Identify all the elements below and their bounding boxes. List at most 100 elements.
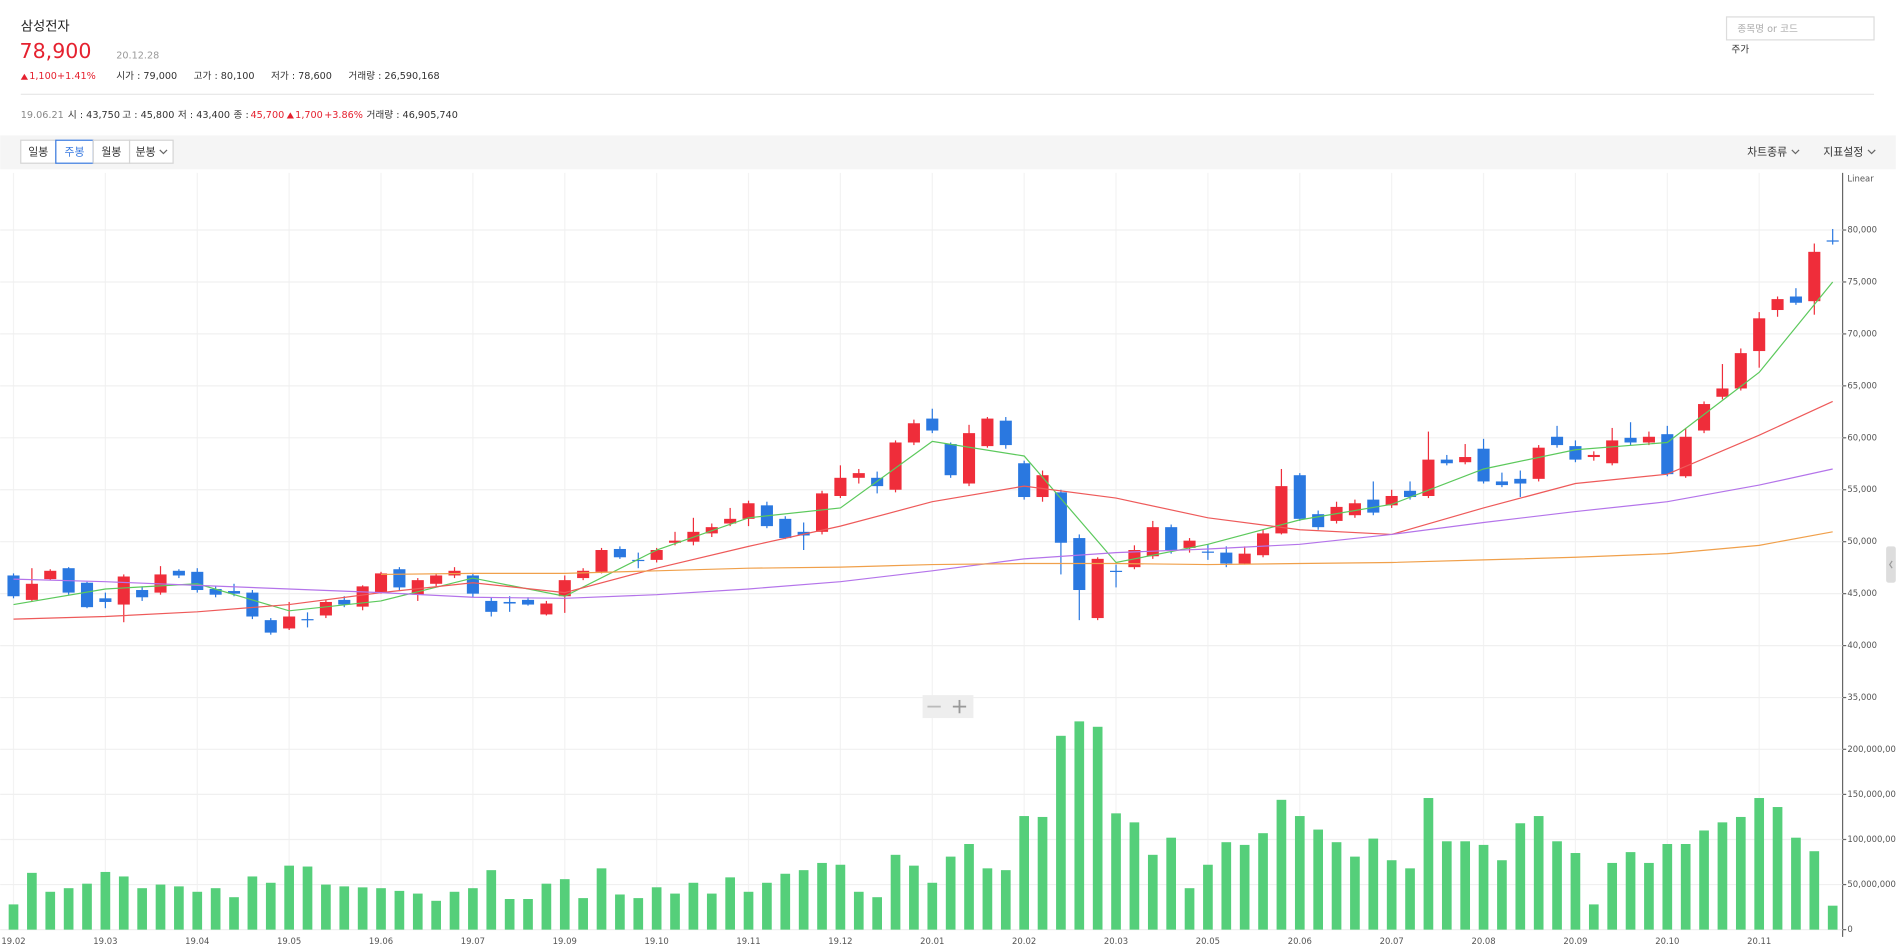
candle-body	[227, 591, 241, 594]
candle-body	[1275, 486, 1288, 534]
price-change: 1,100	[29, 71, 57, 82]
menu-label[interactable]: 지표설정	[1823, 145, 1863, 158]
candle-body	[246, 592, 259, 617]
volume-bar	[100, 871, 111, 930]
scale-label: Linear	[1847, 173, 1874, 183]
candle-body	[338, 599, 351, 605]
volume-bar	[1019, 816, 1029, 930]
volume-bar	[1203, 864, 1213, 930]
candle-body	[7, 575, 20, 597]
volume-bar	[1533, 816, 1544, 930]
search-suggestion[interactable]: 주가	[1731, 45, 1749, 56]
volume-bar	[486, 870, 497, 930]
candle-body	[852, 473, 865, 478]
volume-bar	[1037, 816, 1048, 930]
volume-bar	[1478, 844, 1489, 930]
candle-body	[1422, 459, 1435, 496]
info-change: 1,700	[295, 110, 323, 121]
candle-body	[1183, 540, 1196, 548]
volume-bar	[1056, 735, 1066, 930]
x-tick-label: 20.08	[1471, 936, 1495, 946]
volume-bar	[302, 866, 313, 930]
side-tab[interactable]	[1886, 546, 1896, 583]
candle-body	[815, 493, 829, 532]
up-arrow	[286, 112, 294, 119]
candle-body	[1532, 447, 1545, 479]
candle-body	[1459, 457, 1472, 463]
plot: 19.02 19.03 19.04 19.05 19.06 19.07 19.09 19.10…	[0, 172, 1896, 946]
info-open: 시 : 43,750	[68, 110, 120, 121]
zoom-controls	[922, 695, 974, 719]
volume-bar	[1129, 822, 1140, 930]
moving-average-line	[381, 531, 1833, 576]
candle-body	[264, 620, 277, 633]
volume-bar	[45, 891, 56, 930]
x-tick-label: 19.10	[645, 936, 669, 946]
info-volume: 거래량 : 46,905,740	[367, 109, 458, 121]
candle-body	[44, 570, 57, 580]
volume-bar	[982, 868, 993, 930]
volume-bar	[780, 873, 791, 930]
volume-bar	[1350, 856, 1360, 930]
volume-bar	[725, 877, 735, 930]
volume-bar	[284, 865, 294, 930]
candle-body	[1201, 551, 1214, 553]
volume-bar	[890, 854, 901, 930]
moving-average-line	[13, 281, 1834, 612]
candle-body	[981, 418, 994, 447]
volume-bar	[1662, 844, 1673, 930]
volume-bar	[1239, 844, 1250, 930]
volume-bar	[615, 894, 625, 930]
candle-body	[926, 418, 939, 431]
x-tick-label: 20.05	[1196, 936, 1220, 946]
volume-bar	[1423, 798, 1434, 930]
x-tick-label: 19.03	[93, 936, 117, 946]
candle-body	[25, 583, 38, 600]
period-label: 일봉	[28, 144, 48, 158]
moving-average-line	[13, 400, 1833, 620]
volume-bar	[1497, 860, 1507, 930]
candle-body	[1109, 570, 1123, 573]
y-tick-label: 70,000	[1847, 328, 1877, 338]
info-low: 저 : 43,400	[178, 110, 230, 121]
candle-body	[668, 540, 682, 543]
candle-body	[374, 573, 388, 593]
x-tick-label: 19.04	[185, 936, 209, 946]
x-tick-label: 20.11	[1747, 936, 1771, 946]
volume-bar	[1827, 905, 1838, 930]
candle-body	[521, 599, 535, 605]
volume-bar	[559, 879, 570, 930]
volume-bar	[578, 898, 588, 930]
candle-body	[1771, 299, 1784, 311]
y-tick-label: 45,000	[1847, 588, 1877, 598]
toolbar	[0, 135, 1896, 170]
volume-bar	[1552, 841, 1562, 930]
candle-body	[1661, 434, 1674, 475]
volume-bar	[1441, 841, 1452, 930]
period-button[interactable]	[128, 139, 174, 164]
volume-bar	[321, 884, 331, 930]
candle-body	[283, 616, 296, 629]
y-tick-label: 150,000,000	[1847, 789, 1896, 799]
low-stat: 저가 : 78,600	[271, 71, 332, 82]
candle-body	[99, 598, 112, 602]
candle-body	[117, 576, 130, 605]
candle-body	[1477, 448, 1490, 482]
y-tick-label: 55,000	[1847, 484, 1877, 494]
volume-bar	[449, 891, 460, 930]
y-tick-label: 65,000	[1847, 380, 1877, 390]
search-box[interactable]	[1725, 16, 1875, 41]
volume-bar	[909, 865, 919, 930]
candle-body	[907, 423, 920, 443]
menu-label[interactable]: 차트종류	[1747, 145, 1787, 158]
candle-body	[742, 503, 755, 519]
candle-body	[393, 569, 406, 588]
volume-bar	[670, 893, 680, 930]
candle-body	[944, 444, 957, 476]
volume-bar	[468, 888, 478, 930]
y-tick-label: 35,000	[1847, 692, 1877, 702]
candle-body	[1569, 446, 1582, 460]
x-tick-label: 20.01	[920, 936, 944, 946]
candle-body	[1165, 527, 1178, 551]
candle-body	[1018, 463, 1031, 498]
